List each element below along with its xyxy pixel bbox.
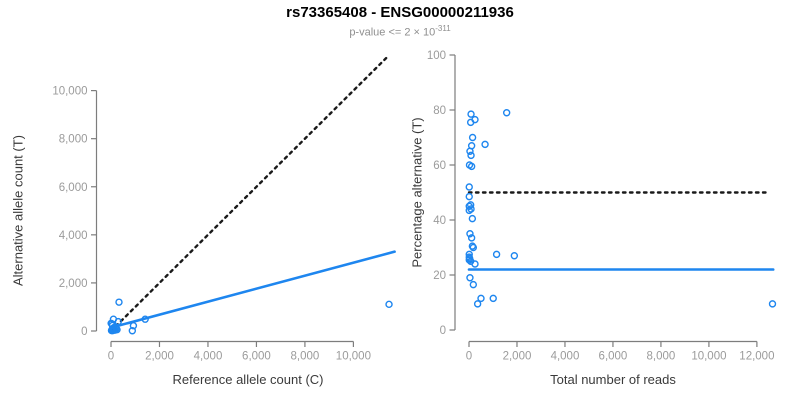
data-point [115, 298, 123, 306]
right-y-axis-label: Percentage alternative (T) [409, 117, 425, 268]
y-tick-label: 6,000 [59, 182, 88, 194]
plot-panel-1: 0 2,000 4,000 6,000 8,000 10,000 0 2,000 4,000 6,… [52, 53, 396, 363]
data-point [467, 234, 476, 242]
x-tick-label: 4,000 [194, 351, 223, 363]
x-tick-label: 12,000 [739, 351, 774, 363]
right-x-axis-label: Total number of reads [550, 372, 676, 387]
data-point [466, 118, 475, 127]
data-point [467, 110, 475, 118]
pvalue-exponent: -311 [435, 24, 451, 33]
data-point [128, 327, 137, 335]
data-point [492, 250, 501, 259]
y-tick-label: 100 [427, 50, 446, 62]
y-tick-label: 8,000 [59, 134, 88, 146]
identity-line [109, 53, 391, 333]
x-tick-label: 0 [466, 351, 472, 363]
x-tick-label: 0 [108, 351, 114, 363]
data-point [768, 300, 777, 308]
x-tick-label: 6,000 [599, 351, 628, 363]
data-point [129, 322, 138, 330]
fit-line [109, 250, 396, 329]
y-tick-label: 60 [433, 160, 446, 172]
data-point [465, 256, 473, 264]
y-tick-label: 0 [440, 325, 446, 337]
x-tick-label: 4,000 [551, 351, 580, 363]
data-point [467, 205, 475, 213]
data-point [469, 280, 478, 289]
data-point [113, 325, 121, 334]
data-point [466, 230, 474, 238]
y-tick-label: 0 [81, 326, 87, 338]
y-tick-label: 4,000 [59, 230, 88, 242]
left-y-axis-label: Alternative allele count (T) [10, 135, 26, 287]
data-point [481, 140, 489, 149]
x-tick-label: 8,000 [647, 351, 676, 363]
x-tick-label: 10,000 [691, 351, 726, 363]
y-tick-label: 40 [433, 215, 446, 227]
data-point [467, 162, 476, 171]
pvalue-text: p-value <= 2 × 10 [349, 26, 436, 39]
data-point [465, 183, 473, 191]
data-point [465, 253, 473, 261]
page-title: rs73365408 - ENSG00000211936 [286, 4, 514, 21]
data-point [141, 315, 149, 323]
data-point [467, 151, 475, 160]
data-point [466, 147, 474, 155]
x-tick-label: 8,000 [291, 351, 320, 363]
data-point [473, 300, 482, 308]
data-point [385, 300, 393, 309]
data-point [471, 260, 479, 268]
y-tick-label: 10,000 [52, 86, 87, 98]
pvalue-subtitle: p-value <= 2 × 10-311 [0, 24, 800, 39]
data-point [114, 317, 122, 326]
y-tick-label: 2,000 [59, 278, 88, 290]
data-point [489, 294, 497, 303]
data-point [465, 192, 473, 201]
data-point [510, 252, 519, 260]
data-point [468, 214, 477, 223]
y-tick-label: 80 [433, 105, 446, 117]
data-point [502, 109, 511, 117]
x-tick-label: 10,000 [336, 351, 371, 363]
left-x-axis-label: Reference allele count (C) [172, 372, 324, 387]
data-point [469, 243, 478, 252]
data-point [468, 133, 477, 142]
data-point [466, 274, 474, 282]
x-tick-label: 2,000 [503, 351, 532, 363]
data-point [465, 206, 473, 215]
y-tick-label: 20 [433, 270, 446, 282]
x-tick-label: 6,000 [242, 351, 271, 363]
data-point [477, 294, 485, 303]
plot-panel-2: 0 2,000 4,000 6,000 8,000 10,000 12,000 0 20 40 60… [427, 50, 777, 363]
x-tick-label: 2,000 [145, 351, 174, 363]
